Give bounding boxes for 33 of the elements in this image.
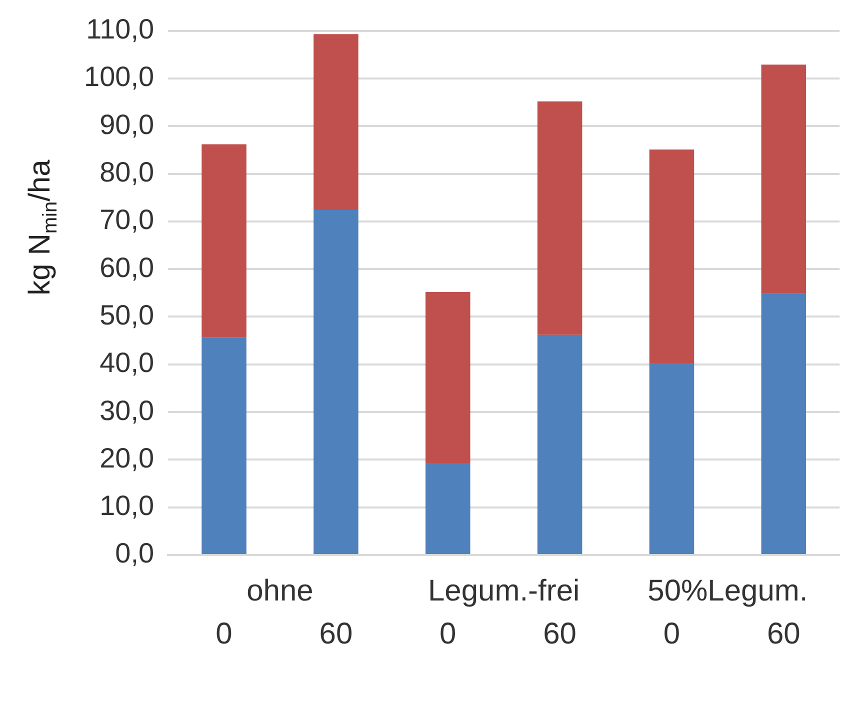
bar — [202, 338, 246, 554]
y-tick-label: 10,0 — [100, 490, 154, 522]
x-tick-label: 60 — [319, 617, 353, 650]
y-tick-label: 90,0 — [100, 108, 154, 140]
bar — [425, 463, 470, 554]
text: ohne — [246, 574, 314, 608]
x-tick-label: 0 — [216, 617, 232, 650]
y-tick-label: 70,0 — [100, 204, 154, 236]
bar — [649, 362, 694, 554]
bar — [425, 292, 470, 464]
bar — [537, 334, 582, 554]
bar — [314, 34, 358, 210]
y-tick-label: 20,0 — [100, 442, 154, 474]
y-tick-label: 60,0 — [100, 252, 154, 283]
y-tick-label: 0,0 — [115, 538, 154, 569]
x-tick-label: 0 — [663, 617, 680, 650]
y-tick-label: 110,0 — [86, 14, 154, 45]
y-tick-label: 100,0 — [84, 61, 154, 92]
bar — [761, 64, 806, 294]
x-tick-label: 60 — [543, 617, 576, 650]
x-tick-label: 60 — [766, 617, 800, 650]
y-tick-label: 50,0 — [100, 299, 154, 330]
y-tick-label: 30,0 — [100, 394, 154, 426]
bar — [761, 294, 806, 554]
y-tick-label: 40,0 — [100, 347, 154, 378]
bar — [537, 101, 582, 335]
text: Legum.-frei — [428, 574, 580, 608]
bar — [202, 144, 246, 338]
text: 50%Legum. — [648, 574, 808, 608]
y-tick-label: 80,0 — [100, 156, 154, 188]
x-tick-label: 0 — [440, 617, 456, 650]
bar — [649, 149, 694, 363]
bar — [314, 210, 358, 554]
